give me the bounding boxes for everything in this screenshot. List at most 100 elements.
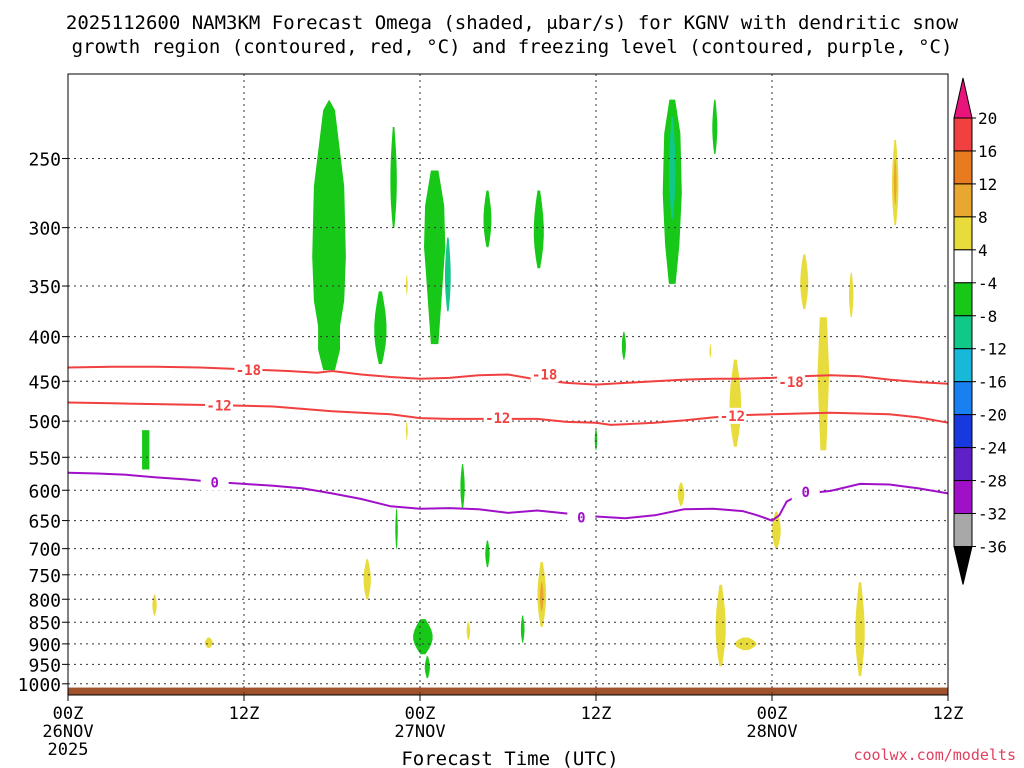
omega-region-9	[712, 99, 718, 154]
contour-label-bg--18-1	[530, 366, 559, 383]
omega-region-14	[485, 540, 490, 568]
contour-label-bg-0-1	[567, 509, 596, 526]
omega-region-34	[715, 584, 726, 667]
omega-region-21	[800, 254, 809, 310]
omega-region-38	[709, 344, 712, 358]
contour-label-bg--12-2	[718, 407, 747, 424]
contour-label--12-1: -12	[485, 411, 510, 427]
x-tick-label-12: 12Z	[229, 704, 260, 724]
y-tick-label-400: 400	[28, 328, 61, 349]
omega-region-15	[413, 619, 433, 655]
contour-label-0-1: 0	[577, 511, 585, 527]
omega-region-27	[152, 594, 157, 616]
y-tick-label-550: 550	[28, 448, 61, 469]
contour-label--12-0: -12	[206, 399, 231, 415]
axes: 2503003504004505005506006507007508008509…	[18, 73, 963, 760]
ground-layer	[68, 687, 948, 695]
omega-region-10	[621, 331, 626, 360]
contour-label-bg--12-1	[483, 410, 512, 427]
x-tick-date-0: 26NOV	[42, 722, 93, 742]
colorbar-band-13	[953, 513, 973, 547]
colorbar-label-9: -20	[978, 406, 1007, 425]
omega-region-17	[520, 615, 525, 643]
omega-region-8	[669, 116, 676, 219]
contour-line--18	[67, 365, 949, 386]
contour-label-bg--18-2	[777, 374, 806, 391]
colorbar-band-8	[953, 348, 973, 383]
y-tick-label-300: 300	[28, 219, 61, 240]
colorbar-triangle-top	[953, 77, 973, 119]
omega-region-30	[539, 582, 544, 611]
omega-region-18	[594, 428, 598, 451]
colorbar-label-1: 16	[978, 142, 997, 161]
colorbar-band-4	[953, 216, 973, 251]
omega-region-32	[677, 482, 685, 506]
colorbar-label-2: 12	[978, 175, 997, 194]
y-tick-label-250: 250	[28, 150, 61, 171]
x-tick-label-0: 00Z	[53, 704, 84, 724]
x-axis-label: Forecast Time (UTC)	[401, 748, 618, 768]
colorbar-triangle-bottom	[953, 545, 973, 585]
omega-region-23	[817, 317, 830, 451]
chart-title: 2025112600 NAM3KM Forecast Omega (shaded…	[66, 12, 959, 58]
colorbar-label-12: -32	[978, 505, 1007, 524]
y-tick-label-850: 850	[28, 613, 61, 634]
contour-label-bg-0-0	[200, 474, 229, 491]
omega-region-22	[849, 272, 854, 318]
y-tick-label-650: 650	[28, 512, 61, 533]
colorbar-label-10: -24	[978, 439, 1007, 458]
omega-shading-layer	[142, 99, 899, 679]
colorbar-band-5	[953, 249, 973, 284]
colorbar-label-7: -12	[978, 340, 1007, 359]
grid-lines	[68, 74, 948, 695]
omega-region-24	[729, 359, 742, 447]
contour-label--18-1: -18	[532, 367, 557, 383]
contour-label-0-0: 0	[210, 476, 218, 492]
y-tick-label-1000: 1000	[18, 675, 61, 696]
omega-region-36	[855, 582, 865, 677]
contour-label-0-2: 0	[802, 485, 810, 501]
omega-region-2	[374, 291, 387, 364]
colorbar-label-4: 4	[978, 241, 988, 260]
x-tick-year-0: 2025	[48, 740, 89, 760]
colorbar-band-10	[953, 414, 973, 449]
colorbar-band-1	[953, 117, 973, 152]
colorbar-label-8: -16	[978, 373, 1007, 392]
omega-region-37	[405, 421, 408, 440]
x-tick-label-36: 12Z	[581, 704, 612, 724]
plot-frame	[67, 73, 949, 696]
contour-line--12	[67, 401, 949, 426]
y-tick-label-900: 900	[28, 635, 61, 656]
omega-region-31	[466, 622, 471, 640]
omega-region-12	[460, 464, 465, 509]
omega-region-5	[483, 190, 492, 248]
y-tick-label-450: 450	[28, 372, 61, 393]
omega-region-13	[395, 508, 398, 549]
contour-label--18-2: -18	[778, 375, 803, 391]
colorbar-label-13: -36	[978, 537, 1007, 556]
colorbar-band-11	[953, 447, 973, 482]
omega-region-28	[204, 637, 213, 649]
y-tick-label-600: 600	[28, 481, 61, 502]
omega-region-0	[312, 99, 346, 371]
title-line-2: growth region (contoured, red, °C) and f…	[72, 36, 953, 58]
credit-link[interactable]: coolwx.com/modelts	[853, 746, 1016, 764]
colorbar-band-12	[953, 480, 973, 515]
colorbar: 20 16 12 8 4 -4 -8 -12 -16 -20 -24 -28 -32 -36	[953, 77, 1007, 585]
title-line-1: 2025112600 NAM3KM Forecast Omega (shaded…	[66, 12, 959, 34]
contour-label--18-0: -18	[236, 363, 261, 379]
colorbar-label-3: 8	[978, 208, 988, 227]
x-tick-date-48: 28NOV	[746, 722, 797, 742]
colorbar-band-2	[953, 150, 973, 185]
omega-region-25	[405, 275, 408, 295]
contour-label-bg--12-0	[205, 397, 234, 414]
contour-label-bg-0-2	[791, 484, 820, 501]
y-tick-label-950: 950	[28, 655, 61, 676]
omega-region-26	[363, 559, 371, 600]
omega-region-35	[734, 637, 757, 651]
contour-layer: -18 -18 -18 -12 -12 -12 0 0 0	[67, 362, 949, 527]
contour-label-bg--18-0	[234, 362, 263, 379]
omega-region-33	[772, 511, 781, 549]
y-tick-label-700: 700	[28, 540, 61, 561]
omega-region-4	[445, 237, 451, 312]
